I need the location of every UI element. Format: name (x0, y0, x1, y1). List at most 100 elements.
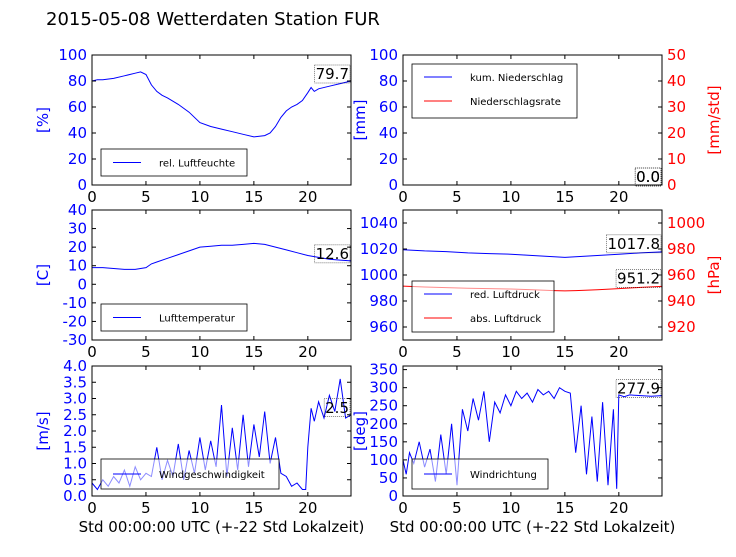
legend-box (411, 63, 578, 119)
x-tick-label: 15 (244, 188, 263, 206)
x-tick-label: 5 (141, 188, 151, 206)
y-tick-label: 0.5 (63, 471, 87, 489)
y-tick-label: 3.5 (63, 373, 87, 391)
x-tick-label: 10 (190, 188, 209, 206)
x-tick-label: 0 (398, 499, 408, 517)
x-tick-label: 15 (555, 499, 574, 517)
x-tick-label: 0 (87, 188, 97, 206)
y-tick-label: 80 (68, 72, 87, 90)
legend-label: Windrichtung (470, 470, 537, 481)
y-tick-label: 150 (369, 433, 398, 451)
y-tick-label: 0 (77, 176, 87, 194)
series-line-0 (92, 242, 352, 270)
y-tick-label: 1000 (360, 266, 398, 284)
x-tick-label: 0 (398, 188, 408, 206)
last-value-box (606, 234, 662, 254)
legend-label: red. Luftdruck (470, 290, 540, 301)
x-tick-label: 15 (244, 343, 263, 361)
y-tick-label: 0.0 (63, 487, 87, 505)
legend-box (411, 458, 549, 490)
y-tick-label: -20 (63, 312, 88, 330)
last-value-label: 2.5 (325, 399, 349, 417)
y-tick-label: 10 (68, 257, 87, 275)
x-tick-label: 15 (555, 188, 574, 206)
panel-3: 0 5 10 15 20 960 980 1000 1020 1040 920 940 960 980 10… (360, 209, 723, 361)
y-tick-label: 980 (369, 292, 398, 310)
x-tick-label: 5 (452, 499, 462, 517)
y-axis-label: [m/s] (34, 411, 52, 450)
legend-label: Lufttemperatur (159, 314, 236, 325)
y-right-tick-label: 10 (667, 150, 686, 168)
panel-0: 0 5 10 15 20 0 20 40 60 80 100 [%] rel. Luftfeuchte 7… (34, 46, 352, 206)
plot-frame (91, 54, 352, 186)
y-right-tick-label: 960 (667, 266, 696, 284)
y-tick-label: -10 (63, 294, 88, 312)
y-tick-label: 100 (369, 451, 398, 469)
y-right-tick-label: 30 (667, 98, 686, 116)
y-tick-label: -30 (63, 331, 88, 349)
y-right-axis-label: [hPa] (705, 256, 723, 295)
legend-label: Niederschlagsrate (470, 97, 561, 108)
x-axis-label: Std 00:00:00 UTC (+-22 Std Lokalzeit) (390, 518, 676, 536)
y-tick-label: 1.0 (63, 455, 87, 473)
plot-frame (402, 54, 663, 186)
y-right-tick-label: 50 (667, 46, 686, 64)
y-tick-label: 1.5 (63, 438, 87, 456)
x-tick-label: 5 (141, 499, 151, 517)
y-right-tick-label: 0 (667, 176, 677, 194)
x-tick-label: 20 (609, 499, 628, 517)
last-value-box (314, 244, 351, 264)
last-value-box (615, 379, 662, 398)
x-axis-label: Std 00:00:00 UTC (+-22 Std Lokalzeit) (79, 518, 365, 536)
y-right-tick-label: 20 (667, 124, 686, 142)
plot-frame (91, 209, 352, 341)
last-value-box (323, 398, 351, 417)
x-tick-label: 5 (452, 188, 462, 206)
y-right-tick-label: 920 (667, 318, 696, 336)
y-tick-label: 40 (68, 201, 87, 219)
y-tick-label: 60 (379, 98, 398, 116)
legend-label: rel. Luftfeuchte (159, 159, 235, 170)
y-tick-label: 1040 (360, 214, 398, 232)
y-tick-label: 2.0 (63, 422, 87, 440)
y-right-tick-label: 940 (667, 292, 696, 310)
y-tick-label: 350 (369, 361, 398, 379)
last-value-label: 951.2 (617, 269, 660, 287)
x-tick-label: 10 (501, 188, 520, 206)
y-tick-label: 0 (388, 176, 398, 194)
y-tick-label: 100 (58, 46, 87, 64)
y-axis-label: [deg] (351, 411, 369, 451)
panel-1: 0 5 10 15 20 0 20 40 60 80 100 0 10 20 30 40 50 [mm] [mm/s… (351, 46, 723, 206)
y-axis-label: [C] (34, 264, 52, 286)
legend-box (411, 280, 555, 333)
series-line-0 (402, 386, 663, 489)
y-axis-label: [mm] (351, 100, 369, 141)
x-tick-label: 20 (298, 343, 317, 361)
last-value-label: 277.9 (617, 380, 660, 398)
x-tick-label: 20 (609, 343, 628, 361)
legend-label: kum. Niederschlag (470, 73, 563, 84)
y-tick-label: 200 (369, 415, 398, 433)
y-tick-label: 250 (369, 397, 398, 415)
panel-4: 0 5 10 15 200.00.51.01.52.02.53.03.54.0[m/s]… (34, 357, 364, 536)
y-tick-label: 0 (388, 487, 398, 505)
y-tick-label: 20 (379, 150, 398, 168)
y-right-tick-label: 980 (667, 240, 696, 258)
series-line-0 (91, 71, 352, 138)
y-tick-label: 20 (68, 238, 87, 256)
x-tick-label: 10 (190, 499, 209, 517)
x-tick-label: 10 (501, 343, 520, 361)
x-tick-label: 15 (555, 343, 574, 361)
y-axis-label: [%] (34, 107, 52, 133)
y-tick-label: 1020 (360, 240, 398, 258)
y-tick-label: 2.5 (63, 406, 87, 424)
x-tick-label: 5 (141, 343, 151, 361)
legend-label: abs. Luftdruck (470, 314, 541, 325)
legend-label: Windgeschwindigkeit (159, 470, 265, 481)
x-tick-label: 10 (190, 343, 209, 361)
x-tick-label: 20 (609, 188, 628, 206)
x-tick-label: 10 (501, 499, 520, 517)
y-tick-label: 40 (68, 124, 87, 142)
y-tick-label: 30 (68, 220, 87, 238)
